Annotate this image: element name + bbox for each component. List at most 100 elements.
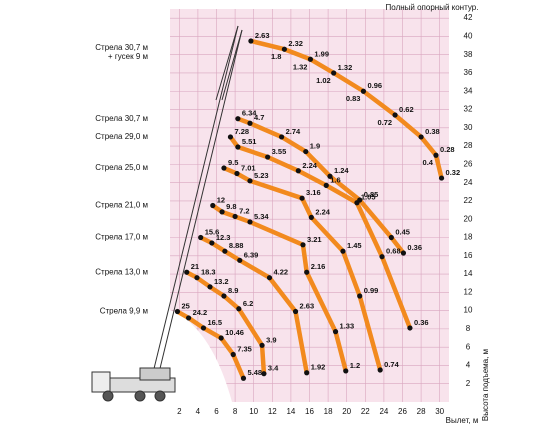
point [304, 370, 310, 376]
point [247, 219, 253, 225]
y-tick-label: 16 [464, 251, 473, 260]
y-tick-label: 10 [464, 306, 473, 315]
point [221, 165, 227, 171]
load-label: 1.99 [314, 49, 329, 58]
point [438, 175, 445, 181]
x-tick-label: 22 [361, 407, 370, 416]
jib-line [215, 25, 239, 101]
load-label: 9.8 [226, 202, 236, 211]
y-tick-label: 6 [466, 342, 471, 351]
point [236, 306, 242, 312]
wheel [134, 390, 146, 402]
point [392, 112, 398, 118]
load-label: 7.01 [241, 163, 256, 172]
load-label: 0.99 [364, 286, 379, 295]
y-axis-label: Высота подъема, м [481, 349, 490, 421]
point [331, 70, 337, 76]
point [200, 325, 207, 331]
x-tick-label: 8 [233, 407, 238, 416]
load-label: 0.28 [440, 145, 455, 154]
point [222, 248, 228, 254]
point [377, 367, 383, 373]
load-label: 10.46 [225, 328, 244, 337]
truck-cab [91, 371, 111, 393]
boom-label: Стрела 29,0 м [95, 132, 148, 141]
load-label: 5.48 [247, 368, 262, 377]
load-label: 3.4 [268, 364, 279, 373]
x-tick-label: 2 [177, 407, 182, 416]
point [261, 371, 267, 377]
load-label: 2.24 [302, 161, 317, 170]
point [259, 342, 265, 348]
point [210, 202, 216, 209]
boom [155, 29, 243, 386]
point [357, 293, 363, 299]
point [379, 254, 385, 260]
load-label: 6.34 [242, 109, 257, 118]
x-tick-label: 24 [379, 407, 388, 416]
load-label: 2.63 [255, 31, 270, 40]
point [304, 269, 310, 275]
load-label-alt: 1.32 [293, 62, 308, 71]
y-tick-label: 24 [464, 178, 473, 187]
point [354, 200, 360, 206]
load-label: 2.74 [286, 127, 301, 136]
y-tick-label: 18 [464, 233, 473, 242]
load-label: 2.16 [311, 262, 326, 271]
y-tick-label: 28 [464, 141, 473, 150]
point [308, 214, 314, 220]
y-tick-label: 26 [464, 159, 473, 168]
load-label-alt: 0.72 [377, 118, 392, 127]
load-label: 0.45 [395, 227, 410, 236]
boom-label: Стрела 17,0 м [95, 233, 148, 242]
y-tick-label: 40 [464, 32, 473, 41]
load-label: 7.2 [239, 206, 249, 215]
y-tick-label: 12 [464, 287, 473, 296]
point [237, 257, 243, 263]
point [343, 368, 349, 374]
boom-label: Стрела 9,9 м [100, 307, 148, 316]
point [340, 248, 346, 254]
load-label: 1.45 [347, 241, 362, 250]
point [184, 269, 190, 275]
load-label-alt: 1.02 [316, 76, 331, 85]
point [194, 275, 200, 281]
crane [91, 25, 243, 402]
y-tick-label: 14 [464, 269, 473, 278]
point [299, 195, 305, 201]
load-label: 0.85 [364, 190, 379, 199]
load-label: 1.2 [350, 361, 360, 370]
load-label: 0.38 [425, 127, 440, 136]
boom-label: + гусек 9 м [108, 52, 148, 61]
x-tick-label: 6 [214, 407, 219, 416]
point [221, 293, 227, 299]
load-label: 13.2 [214, 277, 229, 286]
load-label: 15.6 [205, 227, 220, 236]
x-tick-label: 28 [417, 407, 426, 416]
x-tick-label: 26 [398, 407, 407, 416]
load-label: 0.62 [399, 105, 414, 114]
y-tick-label: 8 [466, 324, 471, 333]
point [400, 250, 407, 256]
load-label: 2.24 [315, 207, 330, 216]
point [235, 116, 241, 122]
load-label: 3.21 [307, 235, 322, 244]
y-tick-label: 22 [464, 196, 473, 205]
load-label: 6.2 [243, 299, 253, 308]
load-label: 3.16 [306, 188, 321, 197]
load-label: 2.32 [288, 39, 303, 48]
y-tick-label: 42 [464, 13, 473, 22]
load-label: 7.35 [237, 344, 252, 353]
load-label: 4.7 [254, 113, 264, 122]
load-label: 5.34 [254, 212, 269, 221]
point [295, 168, 301, 174]
point [418, 134, 424, 140]
point [327, 173, 333, 179]
point [265, 154, 271, 160]
x-tick-label: 30 [435, 407, 444, 416]
point [303, 148, 309, 155]
load-curve [228, 134, 413, 331]
load-label: 25 [181, 302, 189, 311]
hook-line [221, 29, 243, 101]
